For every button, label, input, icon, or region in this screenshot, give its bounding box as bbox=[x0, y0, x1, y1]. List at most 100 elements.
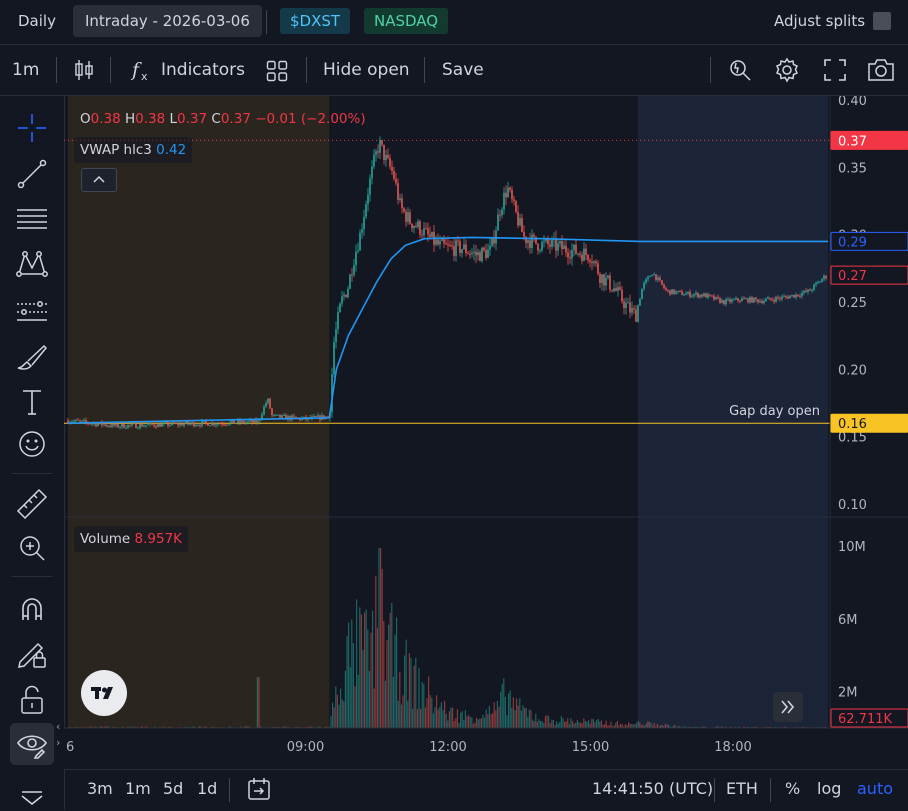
collapse-arrow-icon[interactable]: ‹ bbox=[56, 720, 61, 733]
tag-last-price: 0.37 bbox=[838, 134, 867, 149]
tab-intraday[interactable]: Intraday - 2026-03-06 bbox=[73, 5, 262, 37]
candle bbox=[755, 297, 757, 300]
text-icon[interactable] bbox=[14, 384, 50, 420]
trend-line-icon[interactable] bbox=[14, 156, 50, 192]
candle bbox=[129, 424, 131, 426]
volume-bar bbox=[591, 718, 593, 728]
symbol-chip[interactable]: $DXST bbox=[280, 8, 351, 34]
eye-icon[interactable] bbox=[14, 726, 50, 762]
candle bbox=[83, 420, 85, 422]
fib-lines-icon[interactable] bbox=[14, 200, 50, 236]
candle bbox=[519, 218, 521, 226]
candle bbox=[137, 427, 139, 429]
range-1m[interactable]: 1m bbox=[125, 779, 151, 798]
gear-icon[interactable] bbox=[774, 57, 800, 83]
log-scale-button[interactable]: log bbox=[817, 779, 842, 798]
exchange-chip[interactable]: NASDAQ bbox=[364, 8, 449, 34]
volume-bar bbox=[336, 694, 338, 728]
candle bbox=[593, 261, 595, 264]
volume-bar bbox=[490, 714, 492, 728]
volume-bar bbox=[332, 702, 334, 728]
range-1d[interactable]: 1d bbox=[197, 779, 218, 798]
volume-bar bbox=[456, 709, 458, 728]
layout-grid-icon[interactable] bbox=[266, 60, 288, 82]
forecast-icon[interactable] bbox=[14, 292, 50, 328]
candle bbox=[157, 423, 159, 428]
volume-bar bbox=[692, 726, 694, 728]
volume-bar bbox=[348, 622, 350, 728]
adjust-splits-checkbox[interactable] bbox=[873, 12, 891, 30]
crosshair-icon[interactable] bbox=[14, 110, 50, 146]
unlock-icon[interactable] bbox=[14, 682, 50, 718]
clock-time[interactable]: 14:41:50 (UTC) bbox=[592, 779, 714, 798]
volume-bar bbox=[695, 726, 697, 728]
indicators-button[interactable]: Indicators bbox=[161, 60, 245, 80]
volume-bar bbox=[631, 724, 633, 728]
collapse-icon[interactable] bbox=[14, 786, 50, 810]
expand-arrow-icon[interactable]: › bbox=[56, 736, 61, 749]
tradingview-logo[interactable] bbox=[81, 670, 127, 716]
candle bbox=[257, 420, 259, 423]
vwap-legend[interactable]: VWAP hlc3 0.42 bbox=[74, 137, 193, 163]
candle bbox=[85, 420, 87, 423]
volume-bar bbox=[704, 726, 706, 728]
volume-bar bbox=[655, 726, 657, 728]
goto-date-icon[interactable] bbox=[246, 776, 272, 802]
volume-bar bbox=[556, 721, 558, 728]
fullscreen-icon[interactable] bbox=[823, 58, 847, 82]
pattern-icon[interactable] bbox=[14, 246, 50, 282]
camera-icon[interactable] bbox=[867, 58, 895, 82]
candle bbox=[383, 144, 385, 160]
ruler-icon[interactable] bbox=[14, 486, 50, 522]
volume-bar bbox=[308, 726, 310, 728]
candle bbox=[699, 294, 701, 298]
candles-icon[interactable] bbox=[72, 58, 96, 82]
volume-bar bbox=[730, 726, 732, 728]
range-3m[interactable]: 3m bbox=[87, 779, 113, 798]
volume-bar bbox=[524, 707, 526, 728]
candle bbox=[251, 420, 253, 423]
lock-pencil-icon[interactable] bbox=[14, 636, 50, 672]
collapse-legend-button[interactable] bbox=[81, 168, 117, 192]
price-chart[interactable]: Gap day open 0.400.350.300.250.200.150.1… bbox=[64, 96, 908, 769]
zoom-in-icon[interactable] bbox=[14, 530, 50, 566]
auto-scale-button[interactable]: auto bbox=[857, 779, 894, 798]
scroll-to-realtime-button[interactable] bbox=[773, 692, 803, 722]
candle bbox=[443, 239, 445, 244]
hide-open-button[interactable]: Hide open bbox=[323, 60, 410, 80]
candle bbox=[743, 298, 745, 300]
candle bbox=[793, 294, 795, 298]
volume-bar bbox=[509, 690, 511, 728]
candle bbox=[455, 240, 457, 256]
volume-bar bbox=[372, 610, 374, 728]
candle bbox=[77, 419, 79, 421]
eye-button-highlight bbox=[10, 723, 54, 765]
volume-bar bbox=[594, 722, 596, 728]
divider bbox=[424, 57, 425, 83]
volume-bar bbox=[652, 726, 654, 728]
tab-daily[interactable]: Daily bbox=[18, 12, 56, 30]
volume-bar bbox=[477, 719, 479, 728]
brush-icon[interactable] bbox=[14, 338, 50, 374]
volume-bar bbox=[717, 726, 719, 728]
candle bbox=[521, 218, 523, 233]
quick-search-icon[interactable] bbox=[727, 57, 753, 83]
candle bbox=[721, 300, 723, 303]
emoji-icon[interactable] bbox=[14, 426, 50, 462]
save-button[interactable]: Save bbox=[442, 60, 484, 80]
volume-bar bbox=[399, 671, 401, 728]
volume-bar bbox=[636, 722, 638, 728]
candle bbox=[655, 274, 657, 280]
percent-scale-button[interactable]: % bbox=[785, 779, 801, 798]
range-5d[interactable]: 5d bbox=[163, 779, 184, 798]
session-button[interactable]: ETH bbox=[726, 779, 758, 798]
volume-bar bbox=[367, 629, 369, 728]
candle bbox=[205, 420, 207, 423]
volume-legend[interactable]: Volume 8.957K bbox=[74, 526, 189, 552]
magnet-icon[interactable] bbox=[14, 592, 50, 628]
candle bbox=[149, 422, 151, 425]
candle bbox=[645, 279, 647, 283]
interval-button[interactable]: 1m bbox=[12, 60, 40, 80]
volume-bar bbox=[436, 695, 438, 728]
